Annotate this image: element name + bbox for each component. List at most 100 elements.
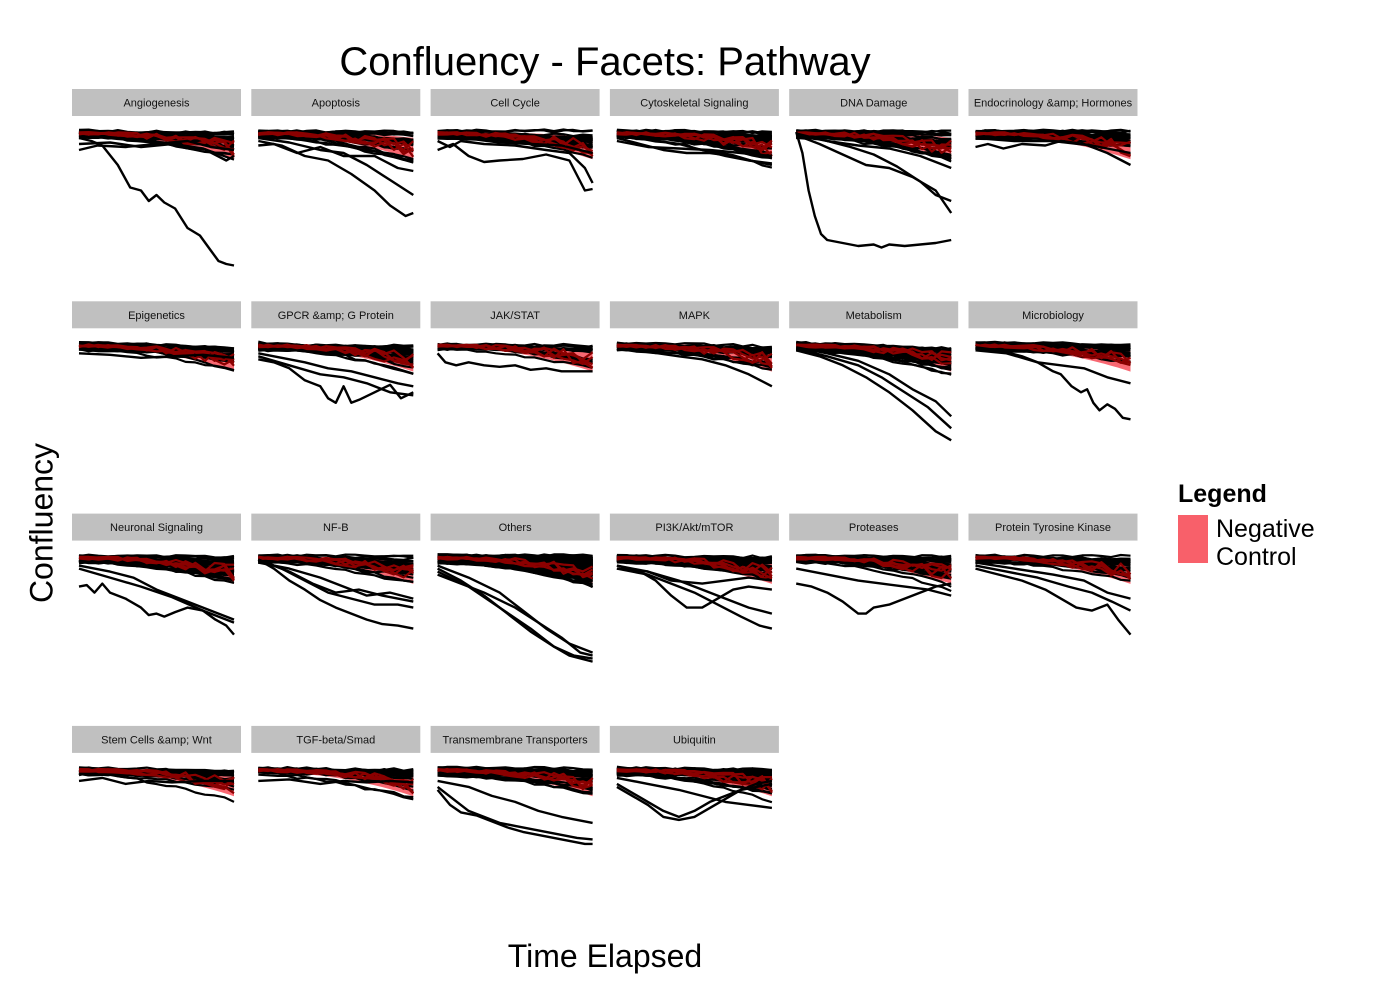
legend-label: Negative Control [1216, 515, 1315, 571]
treatment-line [78, 341, 235, 350]
control-line [975, 343, 1131, 364]
facet-strip [789, 301, 959, 329]
facet-strip [968, 301, 1138, 329]
treatment-line [796, 560, 952, 593]
treatment-line-outlier [795, 133, 953, 214]
control-line [975, 343, 1131, 364]
treatment-line-outlier [258, 778, 414, 786]
facet-panel: Transmembrane Transporters [430, 725, 600, 846]
treatment-line-outlier [437, 573, 593, 657]
treatment-line-outlier [437, 779, 593, 825]
facet-strip [609, 513, 779, 541]
facet-strip [430, 725, 600, 753]
facet-strip [251, 725, 421, 753]
treatment-line-outlier [616, 347, 773, 388]
treatment-line [796, 128, 952, 137]
facet-strip [72, 89, 241, 116]
treatment-line-outlier [975, 564, 1132, 612]
facet-panel: TGF-beta/Smad [251, 725, 421, 801]
treatment-line-outlier [795, 567, 952, 597]
treatment-line [975, 342, 1131, 359]
treatment-line [258, 553, 414, 558]
facet-label: Cytoskeletal Signaling [640, 98, 748, 110]
control-line [258, 343, 415, 364]
facet-panel: Angiogenesis [72, 89, 241, 267]
facet-panel: DNA Damage [789, 89, 959, 249]
facet-panel: Others [430, 513, 600, 663]
facet-strip [430, 513, 600, 541]
treatment-line-outlier [436, 789, 593, 846]
facet-label: Proteases [849, 522, 899, 534]
control-line [437, 768, 593, 784]
treatment-line [78, 771, 235, 791]
facet-strip [609, 725, 779, 753]
facet-panel: Apoptosis [251, 89, 421, 218]
facet-panel: Cytoskeletal Signaling [609, 89, 779, 169]
treatment-line-outlier [616, 567, 773, 585]
treatment-line-outlier [795, 347, 953, 430]
facet-label: Neuronal Signaling [110, 522, 203, 534]
facet-label: MAPK [679, 310, 711, 322]
facet-label: Metabolism [846, 310, 902, 322]
treatment-line [437, 766, 593, 774]
treatment-line-outlier [795, 582, 952, 615]
treatment-line [616, 132, 772, 140]
treatment-line [437, 774, 593, 794]
facet-panel: GPCR &amp; G Protein [251, 301, 421, 404]
treatment-line-outlier [975, 349, 1131, 385]
control-line [796, 131, 952, 153]
facet-panel: Stem Cells &amp; Wnt [72, 725, 241, 803]
facet-strip [72, 513, 241, 541]
facet-strip [430, 301, 600, 329]
treatment-line-outlier [258, 561, 414, 600]
treatment-line-outlier [436, 785, 593, 841]
treatment-line [796, 553, 952, 560]
facet-label: Epigenetics [128, 310, 185, 322]
facet-label: NF-B [323, 522, 349, 534]
facet-panel: Cell Cycle [430, 89, 600, 192]
treatment-line-outlier [437, 142, 593, 192]
facet-panel: Neuronal Signaling [72, 513, 241, 636]
facet-strip [251, 301, 421, 329]
facet-panel: MAPK [609, 301, 779, 388]
facet-panel: Proteases [789, 513, 959, 615]
treatment-line-outlier [78, 352, 235, 359]
facet-panel: JAK/STAT [430, 301, 600, 373]
treatment-line-outlier [616, 782, 773, 822]
facet-panel: NF-B [251, 513, 421, 630]
treatment-line-outlier [257, 355, 414, 397]
treatment-line-outlier [616, 567, 773, 630]
x-axis-title: Time Elapsed [507, 938, 703, 974]
facet-label: GPCR &amp; G Protein [278, 310, 394, 322]
treatment-line [616, 128, 772, 136]
treatment-line-outlier [258, 352, 414, 388]
treatment-line-outlier [975, 136, 1131, 155]
treatment-line-outlier [616, 139, 773, 158]
facet-label: Microbiology [1022, 310, 1084, 322]
treatment-line-outlier [437, 136, 593, 155]
control-line [258, 344, 414, 366]
treatment-line-outlier [257, 558, 414, 630]
treatment-line-outlier [78, 567, 235, 624]
treatment-line-outlier [616, 776, 773, 810]
facet-label: Cell Cycle [490, 98, 540, 110]
facet-label: Stem Cells &amp; Wnt [101, 734, 212, 746]
treatment-line-outlier [975, 567, 1132, 636]
facet-label: Endocrinology &amp; Hormones [974, 98, 1133, 110]
control-line [258, 768, 415, 790]
control-line [616, 555, 773, 577]
facet-strip [789, 89, 959, 116]
treatment-line-outlier [78, 776, 234, 786]
treatment-line-outlier [257, 558, 414, 603]
facet-strip [251, 89, 421, 116]
control-line [616, 132, 773, 150]
facet-panel: Ubiquitin [609, 725, 779, 822]
facet-strip [609, 89, 779, 116]
control-line [258, 556, 414, 575]
facet-label: Angiogenesis [123, 98, 190, 110]
facet-label: DNA Damage [840, 98, 907, 110]
treatment-line-outlier [437, 139, 594, 184]
treatment-line-outlier [975, 139, 1132, 167]
treatment-line-outlier [78, 564, 235, 621]
